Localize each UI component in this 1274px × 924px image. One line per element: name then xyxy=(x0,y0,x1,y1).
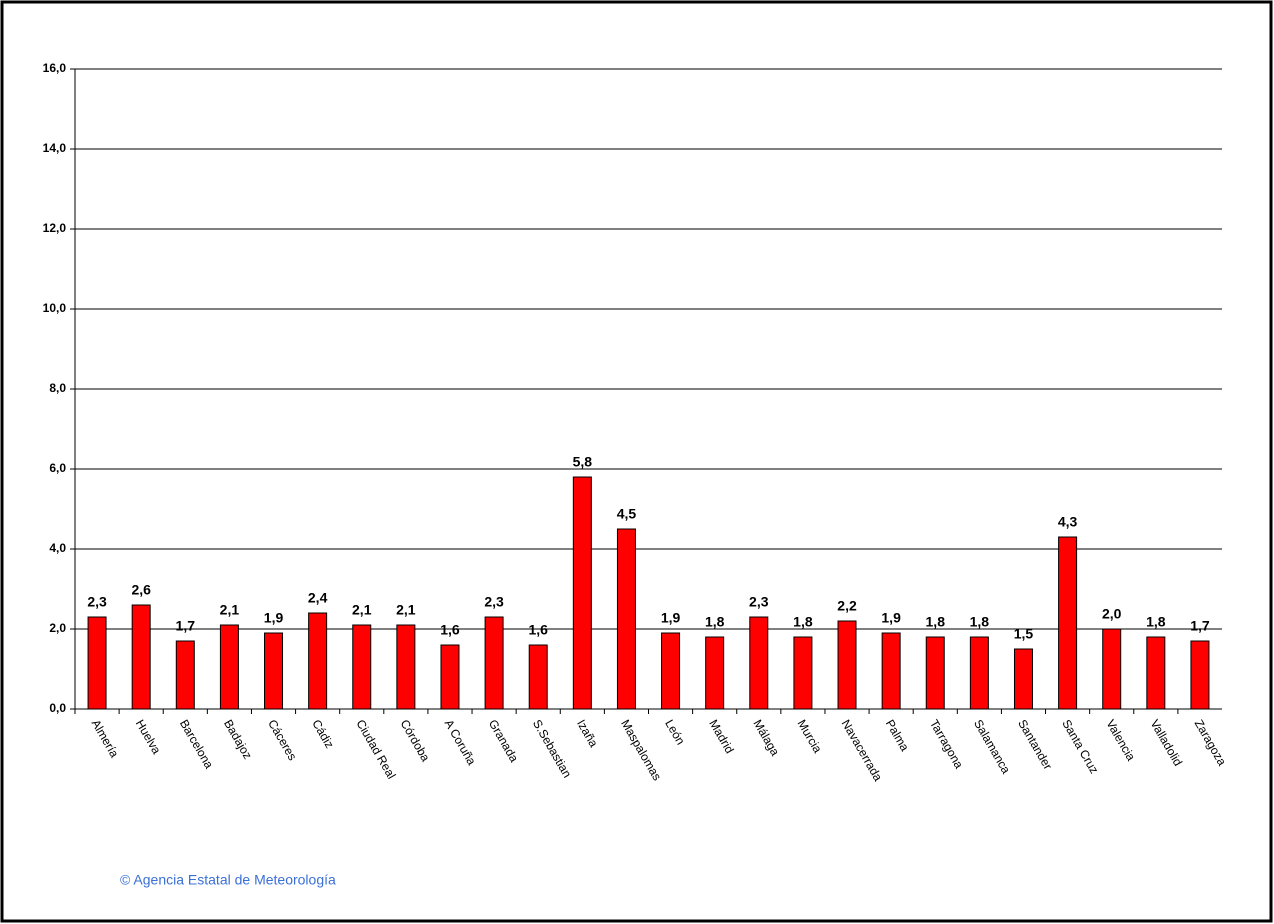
bar xyxy=(572,476,592,710)
value-label: 2,1 xyxy=(352,602,372,618)
value-label: 1,8 xyxy=(1146,614,1166,630)
bar xyxy=(352,624,372,710)
bar xyxy=(1190,640,1210,710)
value-label: 1,9 xyxy=(264,610,284,626)
bar xyxy=(484,616,504,710)
value-label: 1,8 xyxy=(793,614,813,630)
bar xyxy=(749,616,769,710)
value-label: 2,1 xyxy=(396,602,416,618)
bar xyxy=(1013,648,1033,710)
value-label: 1,6 xyxy=(528,622,548,638)
value-label: 2,1 xyxy=(220,602,240,618)
bar xyxy=(705,636,725,710)
value-label: 1,9 xyxy=(881,610,901,626)
bar xyxy=(969,636,989,710)
value-label: 1,8 xyxy=(926,614,946,630)
value-label: 1,8 xyxy=(705,614,725,630)
bar xyxy=(1102,628,1122,710)
value-label: 2,2 xyxy=(837,598,857,614)
bar xyxy=(1058,536,1078,710)
bar xyxy=(308,612,328,710)
value-label: 1,9 xyxy=(661,610,681,626)
bar xyxy=(793,636,813,710)
value-label: 4,5 xyxy=(617,506,637,522)
bar xyxy=(175,640,195,710)
footer: © Agencia Estatal de Meteorología xyxy=(120,872,336,888)
bar xyxy=(131,604,151,710)
bar xyxy=(528,644,548,710)
bar xyxy=(661,632,681,710)
bar xyxy=(396,624,416,710)
y-tick-label: 14,0 xyxy=(43,141,67,155)
value-label: 1,7 xyxy=(1190,618,1210,634)
y-tick-label: 10,0 xyxy=(43,301,67,315)
value-label: 1,5 xyxy=(1014,626,1034,642)
value-label: 2,4 xyxy=(308,590,328,606)
bar xyxy=(881,632,901,710)
value-label: 2,6 xyxy=(131,582,151,598)
bar xyxy=(925,636,945,710)
value-label: 2,3 xyxy=(87,594,107,610)
bar xyxy=(219,624,239,710)
y-tick-label: 2,0 xyxy=(49,621,66,635)
bar xyxy=(264,632,284,710)
y-tick-label: 12,0 xyxy=(43,221,67,235)
y-tick-label: 16,0 xyxy=(43,61,67,75)
y-tick-label: 4,0 xyxy=(49,541,66,555)
bar xyxy=(616,528,636,710)
value-label: 2,3 xyxy=(484,594,504,610)
bar xyxy=(440,644,460,710)
y-tick-label: 0,0 xyxy=(49,701,66,715)
value-label: 2,3 xyxy=(749,594,769,610)
y-tick-label: 6,0 xyxy=(49,461,66,475)
bar xyxy=(87,616,107,710)
value-label: 4,3 xyxy=(1058,514,1078,530)
value-label: 2,0 xyxy=(1102,606,1122,622)
value-label: 1,8 xyxy=(970,614,990,630)
bar xyxy=(1146,636,1166,710)
bar xyxy=(837,620,857,710)
value-label: 1,6 xyxy=(440,622,460,638)
value-label: 5,8 xyxy=(573,454,593,470)
value-label: 1,7 xyxy=(176,618,196,634)
y-tick-label: 8,0 xyxy=(49,381,66,395)
